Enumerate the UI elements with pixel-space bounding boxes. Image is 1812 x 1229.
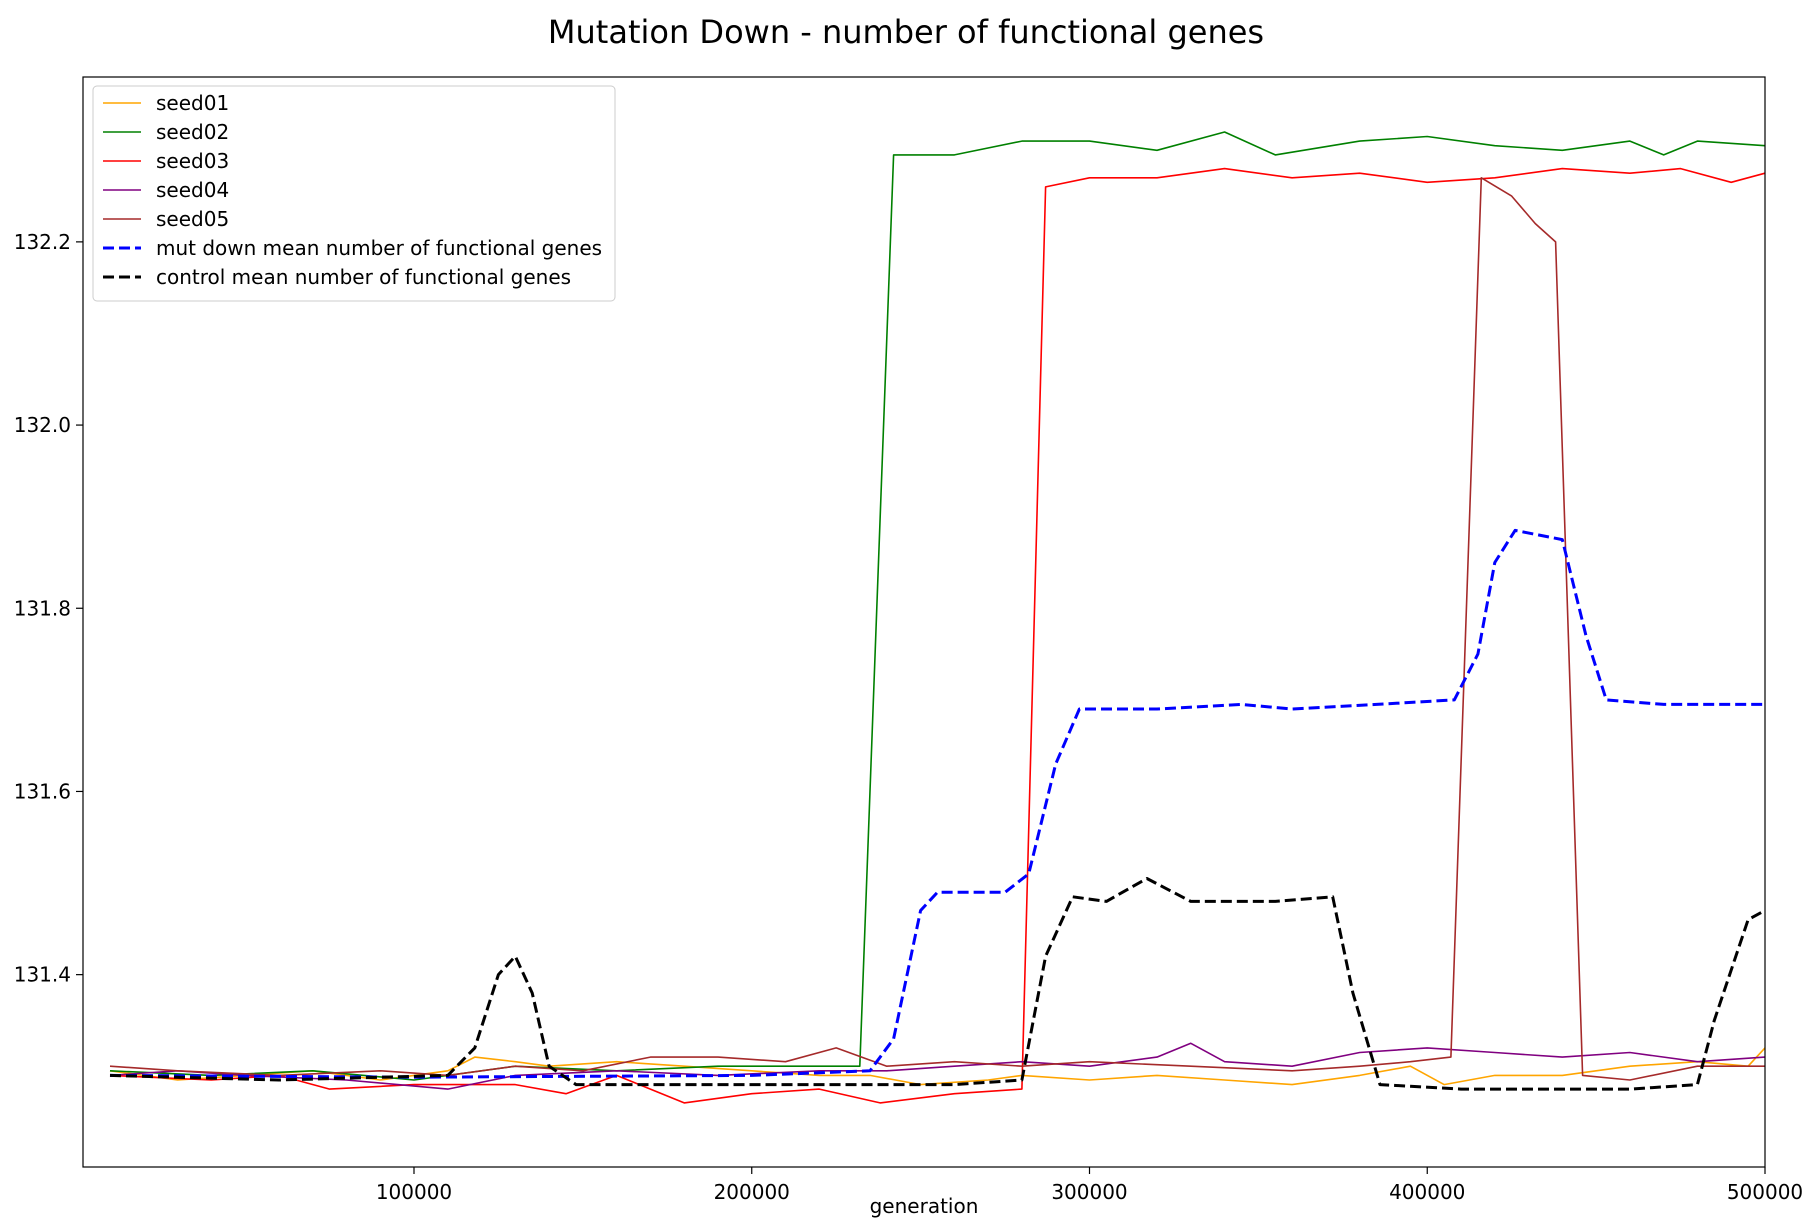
- plot-area-frame: [82, 76, 1766, 1168]
- chart-title: Mutation Down - number of functional gen…: [548, 13, 1264, 51]
- legend-label: seed05: [156, 207, 229, 231]
- legend-label: mut down mean number of functional genes: [156, 236, 602, 260]
- x-tick-label: 100000: [376, 1180, 452, 1204]
- legend-label: seed02: [156, 120, 229, 144]
- y-axis-ticks: 131.4 131.6 131.8 132.0 132.2: [14, 230, 83, 987]
- series-line-5: [109, 177, 1765, 1081]
- legend-label: seed03: [156, 149, 229, 173]
- series-layer: [109, 131, 1766, 1104]
- y-tick-label: 131.4: [14, 963, 71, 987]
- series-line-7: [109, 877, 1766, 1091]
- x-tick-label: 300000: [1051, 1180, 1127, 1204]
- legend-label: control mean number of functional genes: [156, 265, 571, 289]
- legend-label: seed01: [156, 91, 229, 115]
- series-line-4: [109, 1042, 1766, 1090]
- series-line-3: [109, 167, 1766, 1104]
- x-tick-label: 200000: [714, 1180, 790, 1204]
- x-tick-label: 500000: [1727, 1180, 1803, 1204]
- legend-label: seed04: [156, 178, 229, 202]
- legend: seed01 seed02 seed03 seed04 seed05 mut down m…: [92, 85, 616, 302]
- y-tick-label: 132.0: [14, 413, 71, 437]
- x-axis-ticks: 100000 200000 300000 400000 500000: [376, 1167, 1803, 1204]
- series-line-6: [109, 528, 1765, 1079]
- series-line-1: [109, 1047, 1766, 1086]
- y-tick-label: 132.2: [14, 230, 71, 254]
- y-tick-label: 131.8: [14, 596, 71, 620]
- legend-box: [92, 85, 616, 302]
- x-axis-label: generation: [870, 1194, 979, 1218]
- x-tick-label: 400000: [1389, 1180, 1465, 1204]
- y-tick-label: 131.6: [14, 779, 71, 803]
